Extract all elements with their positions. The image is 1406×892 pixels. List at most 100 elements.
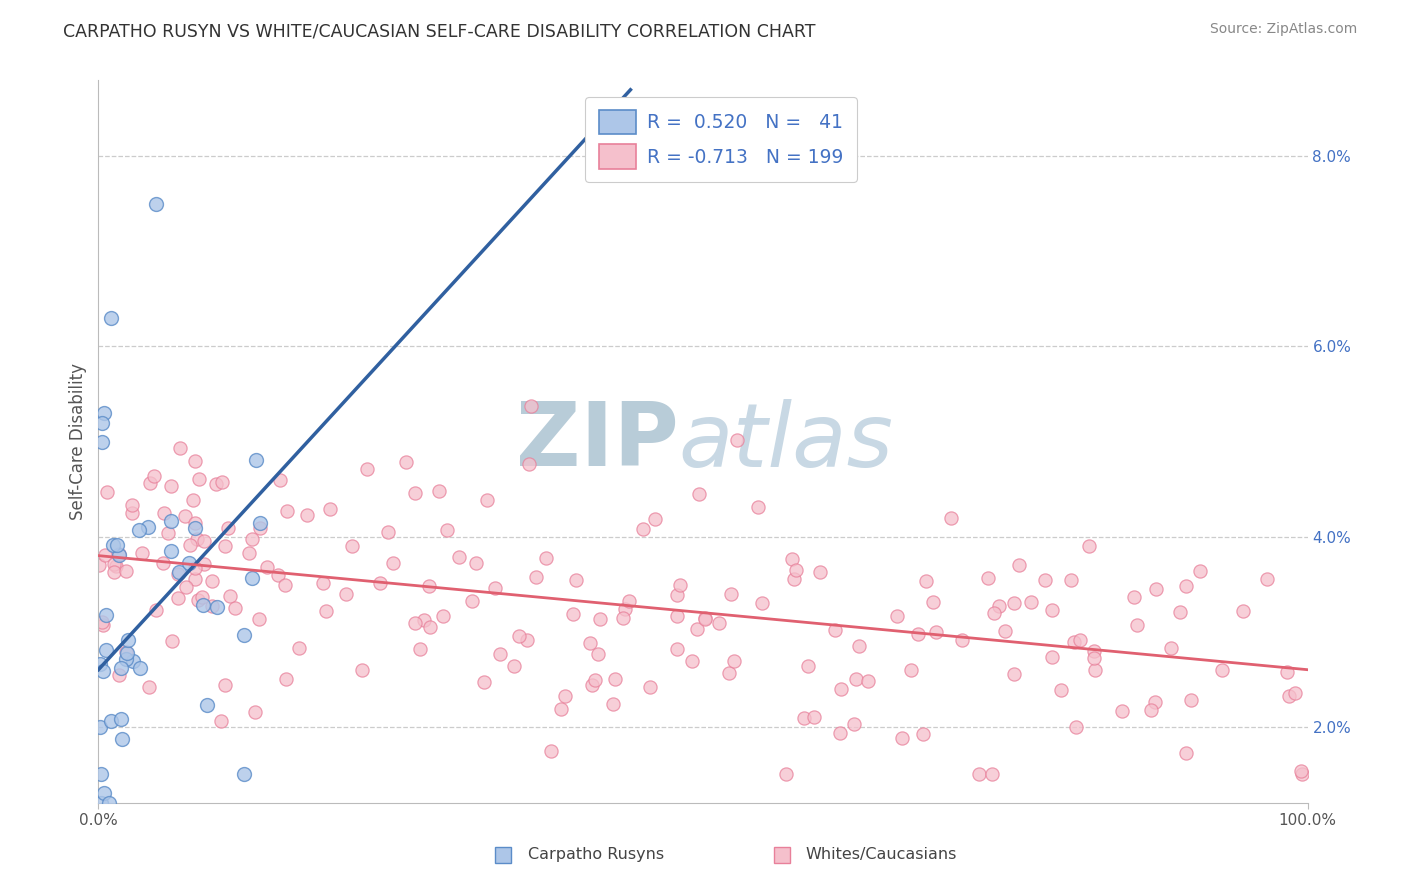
Point: [922, 595, 945, 609]
Point: [108, 668, 131, 682]
Point: [803, 710, 825, 724]
Point: [461, 593, 484, 607]
Point: [249, 516, 271, 530]
Point: [516, 632, 538, 647]
Point: [912, 727, 935, 741]
Point: [583, 673, 606, 687]
Point: [193, 533, 215, 548]
Point: [1211, 664, 1233, 678]
Point: [941, 510, 963, 524]
Point: [108, 548, 131, 562]
Point: [1019, 595, 1042, 609]
Point: [967, 767, 990, 781]
Point: [191, 598, 214, 612]
Point: [1111, 704, 1133, 718]
Point: [783, 572, 806, 586]
Point: [1060, 574, 1083, 588]
Point: [1002, 667, 1025, 681]
Point: [153, 506, 176, 520]
Point: [1050, 683, 1073, 698]
Point: [90, 796, 112, 810]
Point: [1256, 572, 1278, 586]
Point: [139, 475, 162, 490]
Point: [193, 557, 215, 571]
Point: [160, 514, 183, 528]
Point: [589, 612, 612, 626]
Point: [89, 657, 111, 672]
Point: [638, 681, 661, 695]
Point: [115, 652, 138, 666]
Point: [342, 539, 364, 553]
Point: [845, 673, 868, 687]
Point: [232, 628, 254, 642]
Point: [90, 767, 112, 781]
Text: CARPATHO RUSYN VS WHITE/CAUCASIAN SELF-CARE DISABILITY CORRELATION CHART: CARPATHO RUSYN VS WHITE/CAUCASIAN SELF-C…: [63, 22, 815, 40]
Point: [644, 511, 666, 525]
Point: [900, 663, 922, 677]
Point: [129, 660, 152, 674]
Point: [824, 623, 846, 637]
Point: [695, 610, 717, 624]
Point: [152, 556, 174, 570]
Point: [1123, 590, 1146, 604]
Point: [578, 635, 600, 649]
Point: [554, 689, 576, 703]
Point: [156, 526, 179, 541]
Point: [1077, 540, 1099, 554]
Point: [145, 603, 167, 617]
Point: [409, 642, 432, 657]
Point: [240, 532, 263, 546]
Point: [160, 544, 183, 558]
Point: [356, 462, 378, 476]
Point: [436, 523, 458, 537]
Point: [201, 574, 224, 589]
Point: [914, 574, 936, 589]
Point: [780, 552, 803, 566]
Point: [793, 711, 815, 725]
Point: [232, 767, 254, 781]
Point: [103, 566, 125, 580]
Point: [117, 632, 139, 647]
Point: [631, 522, 654, 536]
Point: [94, 642, 117, 657]
Point: [925, 625, 948, 640]
Point: [520, 399, 543, 413]
Point: [395, 455, 418, 469]
Point: [1040, 602, 1063, 616]
Y-axis label: Self-Care Disability: Self-Care Disability: [69, 363, 87, 520]
Point: [1144, 582, 1167, 597]
Point: [288, 640, 311, 655]
Point: [1126, 617, 1149, 632]
Point: [93, 406, 115, 420]
Point: [1278, 689, 1301, 703]
Point: [848, 640, 870, 654]
Point: [565, 573, 588, 587]
Point: [91, 434, 114, 449]
Point: [191, 590, 214, 604]
Point: [808, 566, 831, 580]
Point: [1066, 720, 1088, 734]
Point: [108, 547, 131, 561]
Point: [605, 672, 627, 686]
Point: [886, 608, 908, 623]
Point: [176, 580, 198, 594]
Point: [688, 486, 710, 500]
Point: [89, 558, 111, 572]
Point: [240, 571, 263, 585]
Point: [184, 516, 207, 530]
Point: [828, 725, 851, 739]
Point: [160, 633, 183, 648]
Point: [110, 712, 132, 726]
Point: [101, 538, 124, 552]
Point: [352, 663, 374, 677]
Point: [709, 616, 731, 631]
Point: [994, 624, 1017, 638]
Point: [412, 613, 434, 627]
Point: [1174, 747, 1197, 761]
Point: [114, 564, 136, 578]
Point: [1063, 635, 1085, 649]
Point: [561, 607, 583, 621]
Point: [267, 567, 290, 582]
Point: [669, 577, 692, 591]
Point: [681, 654, 703, 668]
